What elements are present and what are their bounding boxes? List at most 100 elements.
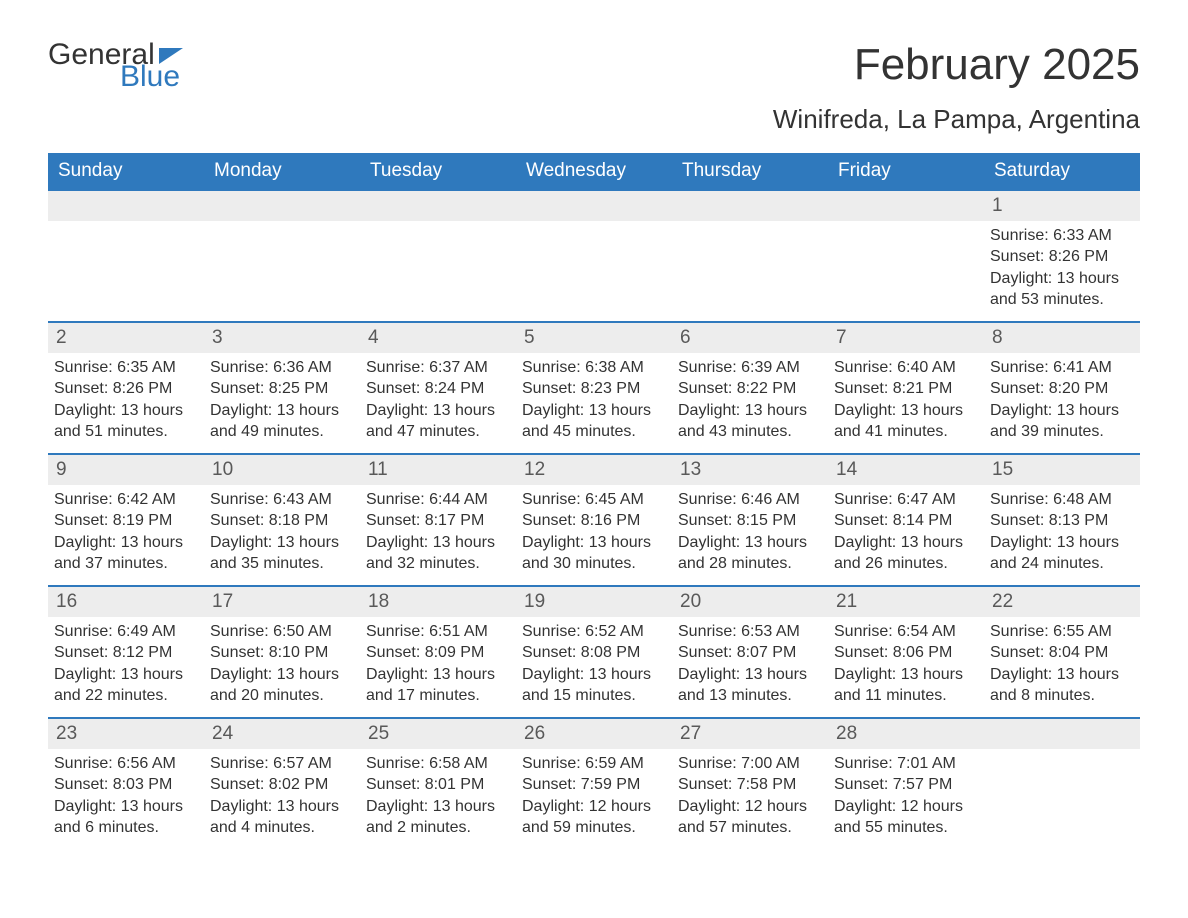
sunset-line: Sunset: 8:14 PM [834, 510, 978, 532]
sunrise-line: Sunrise: 6:44 AM [366, 489, 510, 511]
sunrise-line: Sunrise: 6:54 AM [834, 621, 978, 643]
calendar-day: 19Sunrise: 6:52 AMSunset: 8:08 PMDayligh… [516, 587, 672, 717]
sunset-line: Sunset: 8:24 PM [366, 378, 510, 400]
day-number: 14 [828, 455, 984, 485]
calendar-week: 1Sunrise: 6:33 AMSunset: 8:26 PMDaylight… [48, 189, 1140, 321]
calendar-day-empty [828, 191, 984, 321]
day-number [48, 191, 204, 221]
logo-word2: Blue [120, 62, 183, 92]
daylight-line: Daylight: 12 hours and 55 minutes. [834, 796, 978, 839]
sunrise-line: Sunrise: 6:52 AM [522, 621, 666, 643]
sunset-line: Sunset: 8:03 PM [54, 774, 198, 796]
daylight-line: Daylight: 13 hours and 35 minutes. [210, 532, 354, 575]
weekday-header-row: SundayMondayTuesdayWednesdayThursdayFrid… [48, 153, 1140, 189]
day-number: 22 [984, 587, 1140, 617]
sunrise-line: Sunrise: 6:43 AM [210, 489, 354, 511]
sunrise-line: Sunrise: 6:51 AM [366, 621, 510, 643]
calendar-day: 4Sunrise: 6:37 AMSunset: 8:24 PMDaylight… [360, 323, 516, 453]
day-number: 1 [984, 191, 1140, 221]
sunset-line: Sunset: 8:09 PM [366, 642, 510, 664]
daylight-line: Daylight: 13 hours and 24 minutes. [990, 532, 1134, 575]
day-number: 27 [672, 719, 828, 749]
daylight-line: Daylight: 13 hours and 4 minutes. [210, 796, 354, 839]
day-number: 23 [48, 719, 204, 749]
day-number [360, 191, 516, 221]
calendar-day: 14Sunrise: 6:47 AMSunset: 8:14 PMDayligh… [828, 455, 984, 585]
sunset-line: Sunset: 8:02 PM [210, 774, 354, 796]
sunrise-line: Sunrise: 6:37 AM [366, 357, 510, 379]
calendar-day: 9Sunrise: 6:42 AMSunset: 8:19 PMDaylight… [48, 455, 204, 585]
sunrise-line: Sunrise: 6:49 AM [54, 621, 198, 643]
daylight-line: Daylight: 12 hours and 57 minutes. [678, 796, 822, 839]
sunrise-line: Sunrise: 6:53 AM [678, 621, 822, 643]
day-number [984, 719, 1140, 749]
daylight-line: Daylight: 13 hours and 13 minutes. [678, 664, 822, 707]
sunrise-line: Sunrise: 6:33 AM [990, 225, 1134, 247]
calendar-day: 8Sunrise: 6:41 AMSunset: 8:20 PMDaylight… [984, 323, 1140, 453]
daylight-line: Daylight: 13 hours and 2 minutes. [366, 796, 510, 839]
calendar-body: 1Sunrise: 6:33 AMSunset: 8:26 PMDaylight… [48, 189, 1140, 849]
calendar-day: 16Sunrise: 6:49 AMSunset: 8:12 PMDayligh… [48, 587, 204, 717]
calendar-day: 15Sunrise: 6:48 AMSunset: 8:13 PMDayligh… [984, 455, 1140, 585]
calendar: SundayMondayTuesdayWednesdayThursdayFrid… [48, 153, 1140, 849]
day-number [828, 191, 984, 221]
sunrise-line: Sunrise: 6:48 AM [990, 489, 1134, 511]
sunset-line: Sunset: 8:15 PM [678, 510, 822, 532]
sunset-line: Sunset: 8:04 PM [990, 642, 1134, 664]
header: General Blue February 2025 Winifreda, La… [48, 40, 1140, 147]
sunset-line: Sunset: 8:25 PM [210, 378, 354, 400]
calendar-day: 11Sunrise: 6:44 AMSunset: 8:17 PMDayligh… [360, 455, 516, 585]
day-number [516, 191, 672, 221]
calendar-day-empty [984, 719, 1140, 849]
day-number: 16 [48, 587, 204, 617]
calendar-day: 3Sunrise: 6:36 AMSunset: 8:25 PMDaylight… [204, 323, 360, 453]
day-number: 4 [360, 323, 516, 353]
day-number: 6 [672, 323, 828, 353]
day-number: 20 [672, 587, 828, 617]
daylight-line: Daylight: 13 hours and 49 minutes. [210, 400, 354, 443]
daylight-line: Daylight: 13 hours and 28 minutes. [678, 532, 822, 575]
day-number: 19 [516, 587, 672, 617]
day-number: 15 [984, 455, 1140, 485]
day-number: 9 [48, 455, 204, 485]
daylight-line: Daylight: 13 hours and 51 minutes. [54, 400, 198, 443]
weekday-header: Tuesday [360, 153, 516, 189]
sunrise-line: Sunrise: 6:41 AM [990, 357, 1134, 379]
calendar-day: 2Sunrise: 6:35 AMSunset: 8:26 PMDaylight… [48, 323, 204, 453]
sunset-line: Sunset: 7:57 PM [834, 774, 978, 796]
sunset-line: Sunset: 8:17 PM [366, 510, 510, 532]
calendar-day: 17Sunrise: 6:50 AMSunset: 8:10 PMDayligh… [204, 587, 360, 717]
sunrise-line: Sunrise: 6:38 AM [522, 357, 666, 379]
calendar-day: 18Sunrise: 6:51 AMSunset: 8:09 PMDayligh… [360, 587, 516, 717]
sunset-line: Sunset: 8:08 PM [522, 642, 666, 664]
page-subtitle: Winifreda, La Pampa, Argentina [773, 104, 1140, 135]
day-number: 8 [984, 323, 1140, 353]
sunset-line: Sunset: 8:23 PM [522, 378, 666, 400]
day-number: 26 [516, 719, 672, 749]
sunrise-line: Sunrise: 6:56 AM [54, 753, 198, 775]
day-number [672, 191, 828, 221]
daylight-line: Daylight: 13 hours and 20 minutes. [210, 664, 354, 707]
sunset-line: Sunset: 8:26 PM [990, 246, 1134, 268]
calendar-day: 1Sunrise: 6:33 AMSunset: 8:26 PMDaylight… [984, 191, 1140, 321]
daylight-line: Daylight: 13 hours and 43 minutes. [678, 400, 822, 443]
daylight-line: Daylight: 13 hours and 6 minutes. [54, 796, 198, 839]
calendar-day: 24Sunrise: 6:57 AMSunset: 8:02 PMDayligh… [204, 719, 360, 849]
sunrise-line: Sunrise: 6:46 AM [678, 489, 822, 511]
day-number: 10 [204, 455, 360, 485]
calendar-day: 5Sunrise: 6:38 AMSunset: 8:23 PMDaylight… [516, 323, 672, 453]
sunset-line: Sunset: 8:22 PM [678, 378, 822, 400]
daylight-line: Daylight: 13 hours and 37 minutes. [54, 532, 198, 575]
weekday-header: Sunday [48, 153, 204, 189]
calendar-day: 26Sunrise: 6:59 AMSunset: 7:59 PMDayligh… [516, 719, 672, 849]
weekday-header: Thursday [672, 153, 828, 189]
sunrise-line: Sunrise: 6:55 AM [990, 621, 1134, 643]
day-number: 21 [828, 587, 984, 617]
calendar-day-empty [360, 191, 516, 321]
calendar-day: 28Sunrise: 7:01 AMSunset: 7:57 PMDayligh… [828, 719, 984, 849]
sunset-line: Sunset: 8:26 PM [54, 378, 198, 400]
daylight-line: Daylight: 13 hours and 22 minutes. [54, 664, 198, 707]
sunset-line: Sunset: 8:19 PM [54, 510, 198, 532]
calendar-day-empty [48, 191, 204, 321]
day-number: 25 [360, 719, 516, 749]
